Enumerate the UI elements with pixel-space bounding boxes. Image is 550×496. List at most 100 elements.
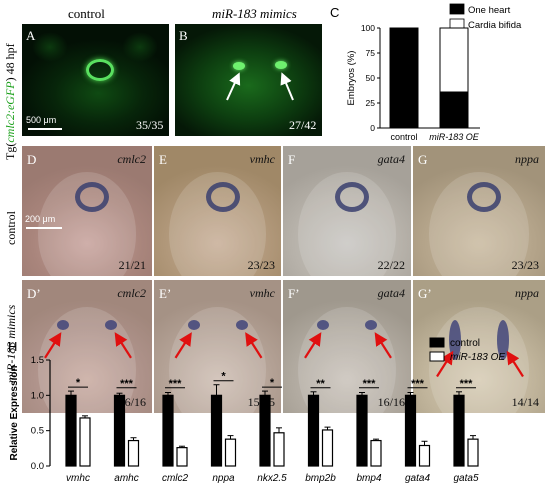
bar-h-0-8 [453, 394, 465, 467]
panel-label: D [27, 152, 37, 167]
legend-swatch-h-0 [429, 337, 445, 348]
red-arrows [304, 332, 392, 359]
bar-h-0-3 [210, 394, 223, 467]
heart-fluorescence [86, 59, 114, 81]
gene-label: vmhc [249, 286, 275, 300]
panel-label: F’ [288, 286, 300, 301]
bar-h-1-8 [467, 438, 479, 467]
bar-h-0-6 [356, 394, 368, 467]
panel-label-b: B [179, 28, 188, 43]
y-tick-label-h: 1.0 [31, 390, 44, 401]
bar-h-1-2 [176, 447, 188, 467]
heart-stain [75, 182, 109, 213]
eye-glow-left [32, 32, 68, 62]
arrow-left-icon [226, 72, 241, 101]
fluorescence-panel-a: A 500 μm 35/35 [22, 24, 169, 136]
count-label: 21/21 [118, 258, 146, 272]
y-tick-label: 100 [361, 23, 375, 33]
significance-mark: * [76, 377, 81, 389]
legend-label-h-0: control [450, 338, 480, 349]
panel-label: E [159, 152, 167, 167]
bar-h-0-5 [307, 394, 320, 467]
arrow-left-icon [174, 332, 192, 359]
header-mimics: miR-183 mimics [212, 6, 297, 21]
heart-stain-l [317, 319, 329, 330]
count-b: 27/42 [289, 118, 317, 132]
heart-stain-r [365, 319, 377, 330]
bar-h-1-5 [321, 429, 334, 467]
arrows-b [226, 72, 294, 101]
heart-stain-l [57, 319, 69, 330]
red-arrows [436, 350, 524, 378]
fluorescence-panel-b: B 27/42 [175, 24, 322, 136]
panel-label-a: A [26, 28, 36, 43]
bar-h-0-2 [162, 394, 174, 467]
arrow-right-icon [280, 72, 294, 101]
ish-panel-bottom-3: F’ gata4 16/16 [283, 280, 411, 413]
heart-fluorescence-right [275, 61, 287, 69]
scale-bar-line-a [28, 128, 62, 130]
panel-label-c: C [330, 5, 339, 20]
y-tick-label: 25 [366, 98, 376, 108]
heart-stain [335, 182, 369, 213]
bar-h-1-4 [273, 432, 285, 467]
arrow-right-icon [506, 350, 524, 378]
heart-stain-l [187, 319, 200, 330]
panel-label-h: H [8, 339, 17, 354]
arrow-left-icon [304, 332, 322, 359]
scale-bar-text-a: 500 μm [26, 115, 57, 125]
y-tick-label-h: 0.5 [31, 426, 44, 437]
significance-mark: ** [316, 378, 325, 390]
row-label-control: control [4, 211, 18, 245]
bar-h-0-0 [65, 394, 77, 467]
header-control: control [68, 6, 105, 21]
legend-swatch-h-1 [429, 351, 445, 362]
bar-h-0-7 [404, 394, 417, 467]
x-tick-label-h: cmlc2 [162, 473, 189, 484]
count-label: 23/23 [247, 258, 275, 272]
significance-mark: *** [411, 378, 425, 390]
bar-0-0 [389, 27, 419, 129]
x-tick-label-h: nppa [212, 473, 235, 484]
count-label: 16/16 [118, 395, 146, 409]
count-label: 14/14 [511, 395, 539, 409]
heart-stain-l [449, 319, 461, 360]
y-axis-label: Embryos (%) [346, 51, 357, 106]
heart-stain [467, 182, 501, 213]
y-axis-label-h: Relative Expression [9, 365, 20, 460]
count-label: 22/22 [377, 258, 405, 272]
x-tick-label-h: bmp4 [356, 473, 381, 484]
x-tick-label-h: gata5 [453, 473, 478, 484]
y-tick-label: 75 [366, 48, 376, 58]
count-a: 35/35 [136, 118, 164, 132]
significance-mark: * [270, 377, 275, 389]
bar-h-1-1 [127, 439, 140, 467]
gene-label: nppa [515, 152, 539, 166]
ish-panel-bottom-1: D’ cmlc2 16/16 [22, 280, 152, 413]
heart-fluorescence-left [233, 62, 245, 70]
y-tick-label-h: 0.0 [31, 461, 44, 472]
legend-label-1: Cardia bifida [468, 20, 522, 31]
eye-glow-right [122, 32, 158, 62]
x-tick-label-h: amhc [114, 473, 138, 484]
chart-c-embryos: C One heart Cardia bifida 0 25 50 75 100 Embryos… [330, 3, 522, 142]
arrow-left-icon [436, 350, 454, 378]
bar-h-1-7 [418, 444, 431, 467]
panel-label: G’ [418, 286, 432, 301]
count-label: 23/23 [511, 258, 539, 272]
gene-label: nppa [515, 286, 539, 300]
legend-label-h-1: miR-183 OE [450, 352, 505, 363]
scale-bar-ish [26, 226, 62, 229]
arrow-right-icon [245, 332, 263, 359]
panel-label: F [288, 152, 296, 167]
bar-1-1 [439, 27, 469, 93]
x-tick-label-h: gata4 [405, 473, 430, 484]
arrow-right-icon [374, 332, 392, 359]
heart-stain [205, 182, 240, 213]
panel-label: G [418, 152, 428, 167]
bar-h-1-3 [224, 438, 237, 467]
gene-label: gata4 [377, 152, 405, 166]
